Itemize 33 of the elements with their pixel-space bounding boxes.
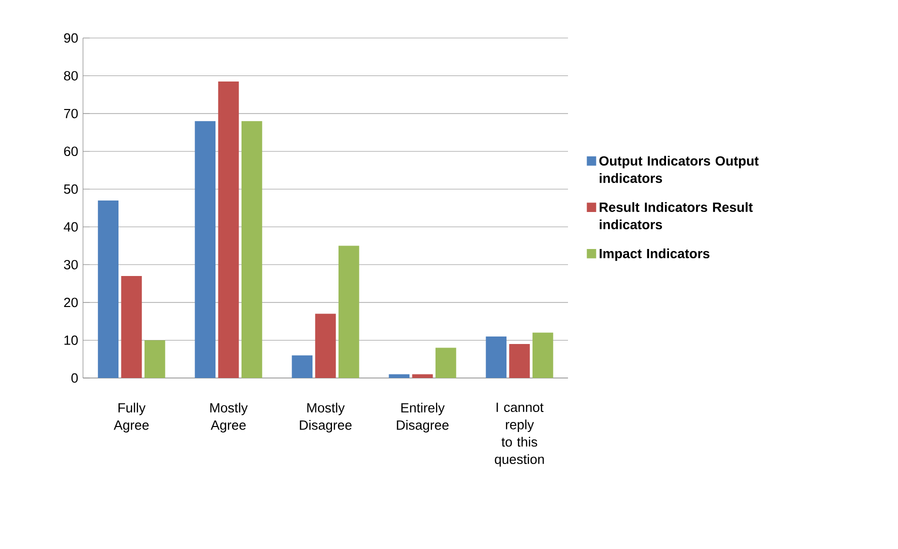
x-tick-label: Fully Agree [114,402,149,432]
y-tick-label: 20 [64,298,78,308]
y-tick-label: 50 [64,184,78,194]
bar [194,121,216,378]
x-tick-label: Mostly Agree [210,402,248,432]
bar [315,314,336,378]
bar [121,276,142,378]
bar [436,348,456,378]
bar [242,121,262,378]
legend-label: Output Indicators Output indicators [599,156,759,183]
bar [509,344,530,378]
legend-label: Impact Indicators [600,248,710,261]
x-tick-label: Entirely Disagree [396,402,449,432]
bar [532,332,554,378]
y-tick-label: 30 [64,260,78,270]
y-tick-label: 90 [64,33,78,43]
x-tick-label: Mostly Disagree [300,402,352,432]
y-tick-label: 60 [64,146,78,156]
bar [144,340,166,378]
bar [218,81,239,378]
legend-label: Result Indicators Result indicators [600,202,753,230]
bar [338,246,360,378]
y-tick-label: 0 [71,373,78,383]
y-tick-label: 10 [64,336,78,345]
bar [412,374,433,378]
bar [292,355,313,378]
bar [98,200,118,378]
bar [486,336,507,378]
y-tick-label: 40 [64,222,78,232]
bar [388,374,410,378]
x-tick-label: I cannot reply to this question [494,402,544,467]
y-tick-label: 80 [64,71,78,80]
y-tick-label: 70 [64,108,78,118]
